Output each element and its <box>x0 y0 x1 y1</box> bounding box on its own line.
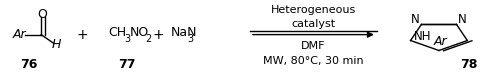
Text: 3: 3 <box>124 34 130 44</box>
Text: N: N <box>458 13 467 26</box>
Text: +: + <box>76 28 88 42</box>
Text: DMF: DMF <box>301 41 326 51</box>
Text: 77: 77 <box>118 58 136 71</box>
Text: MW, 80°C, 30 min: MW, 80°C, 30 min <box>263 56 364 66</box>
Text: 78: 78 <box>460 58 477 71</box>
Text: 2: 2 <box>146 34 152 44</box>
Text: NO: NO <box>130 26 149 39</box>
Text: N: N <box>411 13 420 26</box>
Text: NaN: NaN <box>170 26 197 39</box>
Text: 76: 76 <box>20 58 38 71</box>
Text: CH: CH <box>108 26 126 39</box>
Text: H: H <box>52 38 61 50</box>
Text: 3: 3 <box>187 34 193 44</box>
Text: NH: NH <box>414 30 432 43</box>
Text: O: O <box>38 8 48 21</box>
Text: Ar: Ar <box>12 28 26 41</box>
Text: catalyst: catalyst <box>291 20 335 29</box>
Text: Ar: Ar <box>434 35 448 48</box>
Text: Heterogeneous: Heterogeneous <box>270 5 356 15</box>
Text: +: + <box>152 28 164 42</box>
